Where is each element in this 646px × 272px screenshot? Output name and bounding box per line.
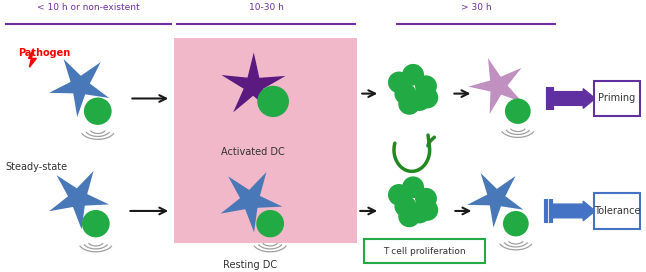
Polygon shape — [468, 58, 523, 114]
Circle shape — [402, 176, 424, 198]
FancyBboxPatch shape — [174, 38, 357, 243]
Polygon shape — [467, 173, 523, 227]
Text: Priming: Priming — [598, 94, 636, 103]
FancyBboxPatch shape — [364, 239, 485, 263]
FancyArrow shape — [554, 89, 595, 108]
Polygon shape — [49, 171, 109, 229]
Text: > 30 h: > 30 h — [461, 4, 492, 13]
Circle shape — [388, 184, 410, 206]
Circle shape — [399, 206, 420, 227]
Circle shape — [416, 87, 438, 109]
Polygon shape — [220, 172, 282, 232]
Polygon shape — [222, 52, 286, 113]
Circle shape — [415, 188, 437, 209]
Circle shape — [503, 211, 528, 236]
Polygon shape — [49, 59, 109, 117]
FancyArrow shape — [552, 201, 595, 221]
Text: Resting DC: Resting DC — [224, 260, 277, 270]
Circle shape — [257, 86, 289, 117]
Polygon shape — [28, 50, 36, 67]
Circle shape — [395, 83, 416, 105]
Text: Steady-state: Steady-state — [6, 162, 68, 172]
Text: Activated DC: Activated DC — [222, 147, 285, 157]
Circle shape — [388, 72, 410, 93]
Text: Pathogen: Pathogen — [19, 48, 71, 58]
Circle shape — [415, 75, 437, 97]
Circle shape — [402, 64, 424, 85]
Text: Tolerance: Tolerance — [594, 206, 640, 216]
Circle shape — [399, 93, 420, 115]
Text: T cell proliferation: T cell proliferation — [383, 246, 466, 256]
FancyBboxPatch shape — [594, 81, 640, 116]
Text: < 10 h or non-existent: < 10 h or non-existent — [37, 4, 139, 13]
FancyBboxPatch shape — [594, 193, 640, 228]
Circle shape — [409, 202, 430, 223]
Text: 10-30 h: 10-30 h — [249, 4, 284, 13]
Circle shape — [82, 210, 110, 237]
Circle shape — [84, 97, 112, 125]
Circle shape — [409, 89, 430, 111]
Circle shape — [256, 210, 284, 237]
Circle shape — [395, 196, 416, 217]
Circle shape — [505, 98, 531, 124]
Circle shape — [416, 199, 438, 221]
